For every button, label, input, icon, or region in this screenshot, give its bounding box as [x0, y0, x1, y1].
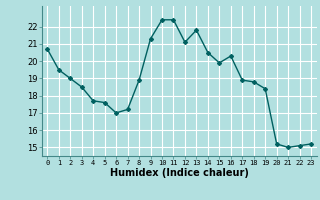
X-axis label: Humidex (Indice chaleur): Humidex (Indice chaleur)	[110, 168, 249, 178]
